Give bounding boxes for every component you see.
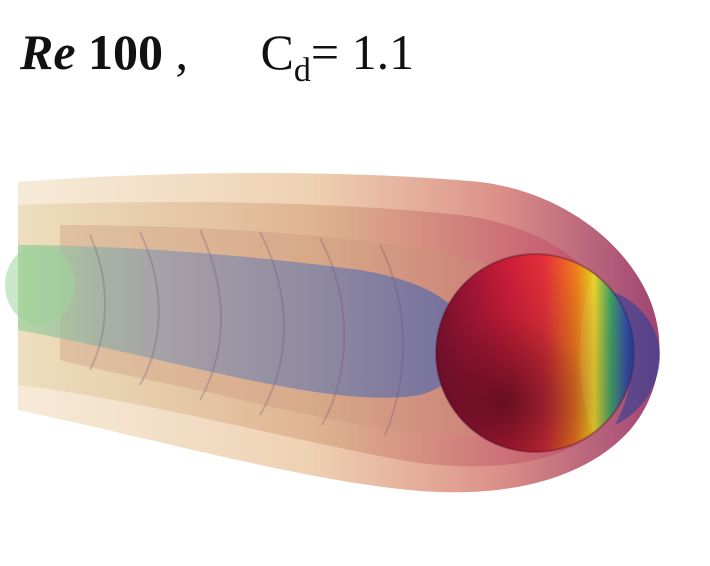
figure-title: Re 100 , Cd= 1.1	[20, 22, 415, 89]
reynolds-value: 100	[88, 24, 164, 80]
front-cap-band	[612, 292, 660, 425]
wake-tail-highlight	[5, 245, 75, 325]
drag-coefficient-symbol: C	[260, 24, 294, 80]
title-separator: ,	[175, 24, 189, 80]
vortex-shell-ridges	[89, 229, 405, 436]
wake-core	[18, 245, 471, 398]
reynolds-label: Re	[20, 24, 76, 80]
drag-coefficient-subscript: d	[293, 52, 311, 89]
drag-coefficient-value: = 1.1	[310, 24, 415, 80]
